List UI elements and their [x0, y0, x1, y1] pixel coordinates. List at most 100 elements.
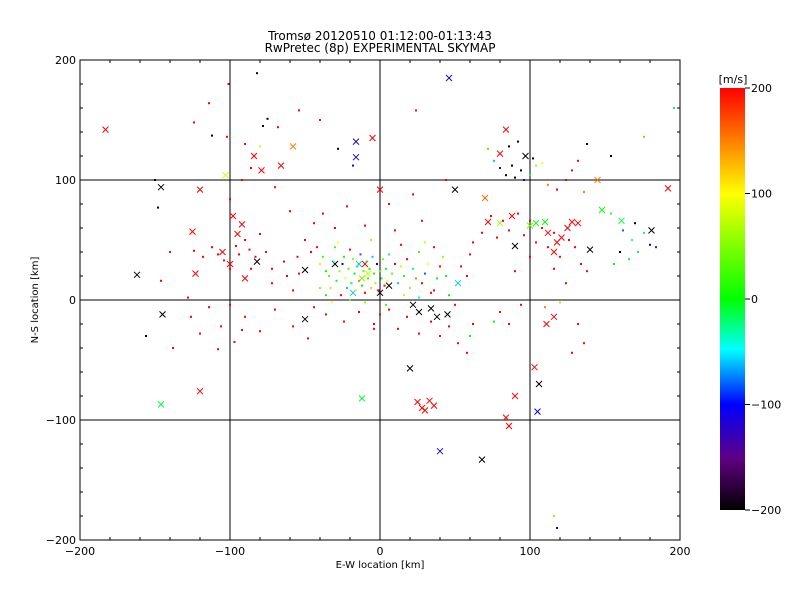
y-tick-label: 200	[55, 54, 76, 67]
dot-marker	[418, 296, 420, 299]
cross-marker	[157, 183, 165, 191]
dot-marker	[406, 315, 408, 318]
dot-marker	[187, 296, 189, 299]
cross-marker	[541, 218, 549, 226]
cross-marker	[229, 212, 237, 220]
cross-marker	[406, 365, 414, 372]
dot-marker	[223, 259, 225, 262]
dot-marker	[356, 265, 359, 268]
dot-marker	[211, 246, 213, 249]
dot-marker	[394, 263, 396, 265]
dot-marker	[547, 246, 549, 249]
dot-marker	[358, 311, 360, 313]
dot-marker	[307, 337, 309, 340]
dot-marker	[373, 323, 375, 325]
dot-marker	[481, 231, 483, 234]
dot-marker	[241, 329, 243, 331]
dot-marker	[325, 294, 327, 297]
dot-marker	[380, 277, 383, 280]
dot-marker	[547, 183, 549, 186]
dot-marker	[619, 251, 621, 253]
dot-marker	[373, 327, 375, 330]
cross-marker	[301, 266, 309, 274]
dot-marker	[418, 332, 420, 335]
dot-marker	[496, 236, 498, 239]
cross-marker	[534, 408, 541, 415]
dot-marker	[406, 258, 408, 261]
cross-marker	[511, 242, 519, 250]
dot-marker	[346, 205, 348, 208]
dot-marker	[371, 255, 374, 258]
dot-marker	[325, 313, 327, 316]
dot-marker	[238, 253, 240, 256]
dot-marker	[397, 282, 399, 285]
dot-marker	[382, 258, 384, 261]
dot-marker	[352, 164, 354, 167]
dot-marker	[586, 270, 588, 273]
dot-marker	[331, 301, 333, 304]
x-tick-label: −100	[215, 545, 245, 558]
dot-marker	[673, 107, 675, 109]
gridlines	[80, 60, 680, 540]
dot-marker	[535, 164, 537, 167]
cross-marker	[586, 246, 594, 253]
dot-marker	[310, 251, 312, 253]
dot-marker	[193, 121, 195, 124]
dot-marker	[259, 233, 261, 235]
dot-marker	[229, 303, 231, 306]
dot-marker	[316, 246, 318, 249]
dot-marker	[274, 186, 276, 189]
dot-marker	[571, 169, 573, 172]
x-tick-label: 200	[670, 545, 691, 558]
dot-marker	[439, 335, 441, 337]
dot-marker	[322, 255, 324, 258]
dot-marker	[580, 263, 582, 265]
dot-marker	[334, 227, 336, 229]
cross-marker	[222, 171, 229, 179]
cross-marker	[415, 308, 423, 316]
dot-marker	[229, 267, 231, 270]
cross-marker	[481, 194, 489, 202]
dot-marker	[193, 249, 195, 252]
dot-marker	[340, 294, 342, 297]
cross-marker	[484, 218, 492, 226]
dot-marker	[508, 229, 510, 232]
cross-marker	[478, 456, 486, 463]
dot-marker	[445, 179, 447, 181]
cross-marker	[558, 234, 565, 241]
dot-marker	[508, 323, 510, 325]
dot-marker	[370, 287, 372, 289]
dot-marker	[199, 332, 201, 335]
cross-marker	[189, 228, 196, 235]
dot-marker	[337, 241, 339, 244]
dot-marker	[241, 179, 243, 181]
dot-marker	[289, 210, 291, 213]
dot-marker	[349, 248, 351, 251]
x-tick-label: −200	[65, 545, 95, 558]
dot-marker	[283, 260, 285, 263]
cross-marker	[352, 153, 360, 161]
cross-marker	[618, 217, 625, 225]
dot-marker	[553, 231, 555, 234]
dot-marker	[628, 258, 630, 261]
dot-marker	[388, 203, 390, 205]
dot-marker	[424, 272, 426, 275]
dot-marker	[508, 145, 510, 148]
dot-marker	[523, 234, 525, 237]
dot-marker	[637, 251, 639, 253]
dot-marker	[373, 272, 375, 275]
dot-marker	[386, 279, 389, 282]
dot-marker	[418, 251, 420, 253]
dot-marker	[319, 263, 321, 265]
dot-marker	[388, 253, 390, 256]
cross-marker	[535, 380, 543, 388]
dot-marker	[541, 162, 543, 165]
x-tick-label: 0	[377, 545, 384, 558]
cross-marker	[564, 224, 571, 232]
dot-marker	[511, 164, 513, 167]
dot-marker	[337, 147, 339, 150]
dot-marker	[442, 255, 444, 258]
dot-marker	[514, 270, 516, 273]
dot-marker	[211, 134, 213, 137]
